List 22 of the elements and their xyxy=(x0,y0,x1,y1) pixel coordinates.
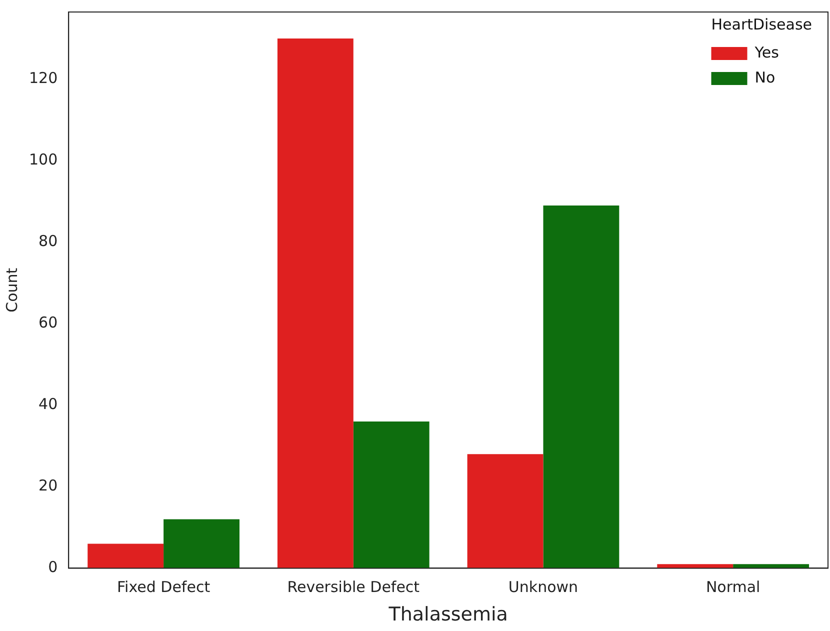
bar xyxy=(277,38,354,568)
y-tick-label: 80 xyxy=(38,232,58,250)
x-axis-title: Thalassemia xyxy=(388,604,508,626)
bar xyxy=(543,206,620,568)
y-tick-label: 40 xyxy=(38,395,58,414)
x-tick-label: Unknown xyxy=(508,578,578,596)
legend-title: HeartDisease xyxy=(711,15,812,34)
y-tick-label: 0 xyxy=(48,558,58,576)
y-tick-label: 20 xyxy=(38,476,58,495)
legend-label: Yes xyxy=(754,43,780,62)
y-tick-label: 120 xyxy=(28,69,58,88)
y-tick-label: 100 xyxy=(28,150,58,169)
y-tick-label: 60 xyxy=(38,314,58,332)
bar xyxy=(467,454,544,568)
bar xyxy=(353,422,430,568)
bar xyxy=(88,544,164,568)
x-tick-label: Fixed Defect xyxy=(117,578,210,596)
y-axis-title: Count xyxy=(2,268,21,312)
x-tick-label: Normal xyxy=(706,578,760,596)
x-tick-label: Reversible Defect xyxy=(287,578,420,596)
bar xyxy=(164,519,240,568)
legend-label: No xyxy=(754,68,776,86)
